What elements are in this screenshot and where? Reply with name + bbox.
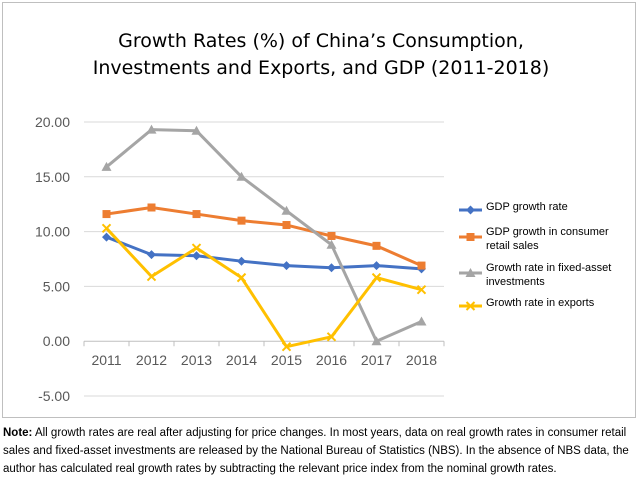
data-point xyxy=(237,256,246,266)
data-point xyxy=(236,272,247,283)
data-point xyxy=(147,203,156,212)
data-point xyxy=(416,284,427,295)
data-point xyxy=(281,341,292,352)
legend-label: Growth rate in exports xyxy=(486,297,595,309)
data-point xyxy=(191,125,202,135)
data-point xyxy=(192,251,201,261)
x-tick-label: 2011 xyxy=(91,352,121,368)
data-point xyxy=(237,216,246,225)
y-tick-label: 20.00 xyxy=(35,114,70,130)
x-tick-label: 2015 xyxy=(271,352,302,368)
note-label: Note: xyxy=(3,427,33,439)
series-line-3 xyxy=(105,227,422,349)
legend-marker xyxy=(466,205,475,215)
chart-frame xyxy=(2,2,636,418)
legend-marker xyxy=(466,233,475,241)
series-line-1 xyxy=(106,205,423,267)
data-point xyxy=(282,261,291,271)
legend-label: retail sales xyxy=(486,240,539,252)
data-point xyxy=(147,250,156,260)
data-point xyxy=(326,332,337,342)
legend-label: GDP growth rate xyxy=(486,201,568,213)
series-line-0 xyxy=(105,235,422,271)
data-point xyxy=(102,232,111,242)
x-tick-label: 2012 xyxy=(136,352,167,368)
series-line-2 xyxy=(105,128,423,343)
data-point xyxy=(372,241,381,250)
data-point xyxy=(101,223,112,234)
data-point xyxy=(101,161,112,171)
y-tick-label: 10.00 xyxy=(35,224,70,240)
data-point xyxy=(416,316,427,326)
chart-note: Note: All growth rates are real after ad… xyxy=(3,424,637,478)
data-point xyxy=(282,221,291,230)
data-point xyxy=(281,205,292,215)
chart-title-line-2: Investments and Exports, and GDP (2011-2… xyxy=(92,57,550,79)
data-point xyxy=(372,261,381,271)
x-tick-label: 2013 xyxy=(181,352,212,368)
data-point xyxy=(191,243,202,253)
x-tick-label: 2014 xyxy=(226,352,257,368)
x-tick-label: 2018 xyxy=(406,352,437,368)
legend-label: GDP growth in consumer xyxy=(486,226,609,238)
data-point xyxy=(146,124,157,134)
legend-marker xyxy=(465,301,476,311)
legend-label: Growth rate in fixed-asset xyxy=(486,262,611,274)
data-point xyxy=(371,272,382,283)
data-point xyxy=(327,263,336,273)
data-point xyxy=(102,210,111,219)
data-point xyxy=(327,231,336,240)
legend-label: investments xyxy=(486,276,545,288)
data-point xyxy=(417,261,426,270)
data-point xyxy=(326,239,337,249)
data-point xyxy=(146,271,157,282)
data-point xyxy=(192,210,201,219)
y-tick-label: -5.00 xyxy=(38,388,70,404)
data-point xyxy=(371,336,382,346)
data-point xyxy=(236,171,247,181)
x-tick-label: 2016 xyxy=(316,352,347,368)
y-tick-label: 15.00 xyxy=(35,169,70,185)
legend-marker xyxy=(465,268,476,277)
chart-title-line-1: Growth Rates (%) of China’s Consumption, xyxy=(118,30,524,52)
x-tick-label: 2017 xyxy=(361,352,392,368)
line-chart: 20.00 15.00 10.00 5.00 0.00 -5.00 2011 2012 2013… xyxy=(35,114,611,404)
y-tick-label: 0.00 xyxy=(43,333,70,349)
note-text: All growth rates are real after adjustin… xyxy=(3,427,629,475)
y-tick-label: 5.00 xyxy=(43,278,70,294)
